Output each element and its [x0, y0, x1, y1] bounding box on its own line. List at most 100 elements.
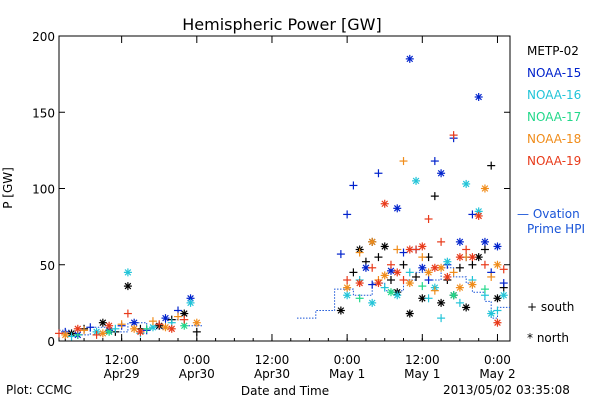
data-point	[455, 263, 464, 272]
data-point	[437, 169, 446, 178]
data-point	[336, 306, 345, 315]
data-point	[380, 283, 389, 292]
data-point	[343, 283, 352, 292]
data-point	[437, 237, 446, 246]
data-point	[462, 179, 471, 188]
data-point	[455, 283, 464, 292]
data-point	[368, 263, 377, 272]
data-point	[374, 279, 383, 288]
data-point	[418, 242, 427, 251]
data-point	[161, 323, 170, 332]
data-point	[73, 324, 82, 333]
data-point	[98, 318, 107, 327]
y-tick-label: 50	[40, 259, 55, 273]
data-point	[192, 318, 201, 327]
data-point	[480, 184, 489, 193]
y-tick-label: 200	[32, 30, 55, 44]
ovation-legend-sublabel: Prime HPI	[527, 222, 585, 236]
data-point	[105, 327, 114, 336]
data-point	[499, 279, 508, 288]
data-point	[393, 268, 402, 277]
data-point	[437, 298, 446, 307]
legend-item: NOAA-18	[527, 132, 582, 146]
data-point	[480, 237, 489, 246]
x-tick-label: 12:00	[255, 353, 290, 367]
data-point	[343, 276, 352, 284]
data-point	[174, 312, 183, 321]
x-tick-sublabel: May 1	[404, 367, 440, 381]
x-axis-label: Date and Time	[241, 384, 329, 398]
data-point	[355, 248, 364, 257]
data-point	[192, 327, 201, 336]
x-tick-label: 0:00	[183, 353, 210, 367]
data-point	[380, 271, 389, 280]
data-point	[393, 291, 402, 300]
y-tick-label: 100	[32, 183, 55, 197]
data-point	[468, 280, 477, 289]
data-point	[142, 324, 151, 333]
data-point	[430, 192, 439, 201]
legend-item: NOAA-19	[527, 154, 582, 168]
data-point	[405, 54, 414, 63]
data-point	[418, 282, 427, 291]
data-point	[449, 291, 458, 300]
data-point	[374, 169, 383, 178]
x-tick-label: 12:00	[104, 353, 139, 367]
legend-item: NOAA-17	[527, 110, 582, 124]
data-point	[355, 279, 364, 288]
data-point	[386, 266, 395, 275]
x-tick-label: 12:00	[405, 353, 440, 367]
data-point	[468, 253, 477, 262]
data-point	[167, 324, 176, 333]
data-point	[148, 317, 157, 326]
data-point	[449, 268, 458, 277]
data-point	[455, 253, 464, 262]
data-point	[386, 288, 395, 297]
data-point	[474, 211, 483, 220]
data-point	[61, 330, 70, 339]
data-point	[412, 176, 421, 185]
data-point	[449, 131, 458, 140]
data-point	[437, 314, 446, 323]
data-point	[399, 260, 408, 269]
data-point	[186, 298, 195, 307]
legend-item: METP-02	[527, 44, 579, 58]
data-point	[98, 329, 107, 338]
data-point	[462, 245, 471, 254]
x-tick-sublabel: Apr30	[179, 367, 215, 381]
ovation-legend-label: — Ovation	[517, 207, 580, 221]
ovation-legend-line2: Prime HPI	[527, 222, 585, 236]
plot-frame	[58, 35, 511, 342]
data-point	[155, 320, 164, 329]
x-tick-sublabel: May 2	[479, 367, 515, 381]
x-tick-sublabel: Apr29	[104, 367, 140, 381]
data-point	[443, 272, 452, 281]
data-point	[499, 265, 508, 274]
data-point	[493, 318, 502, 327]
data-point	[405, 309, 414, 318]
data-point	[399, 248, 408, 257]
data-point	[380, 242, 389, 251]
data-point	[418, 253, 427, 262]
data-point	[480, 285, 489, 294]
y-axis-label: P [GW]	[1, 167, 15, 209]
data-point	[418, 263, 427, 272]
data-point	[136, 327, 145, 336]
ovation-hpi-line	[297, 267, 510, 319]
data-point	[368, 237, 377, 246]
data-point	[405, 279, 414, 288]
data-point	[474, 93, 483, 101]
data-point	[424, 294, 433, 303]
plot-timestamp: 2013/05/02 03:35:08	[443, 383, 570, 397]
data-point	[487, 309, 496, 318]
data-point	[349, 268, 358, 277]
data-point	[493, 306, 502, 315]
data-point	[468, 210, 477, 219]
data-point	[455, 298, 464, 307]
data-point	[343, 210, 352, 219]
data-point	[405, 268, 414, 277]
data-point	[487, 161, 496, 170]
data-point	[86, 323, 95, 332]
x-tick-sublabel: May 1	[329, 367, 365, 381]
